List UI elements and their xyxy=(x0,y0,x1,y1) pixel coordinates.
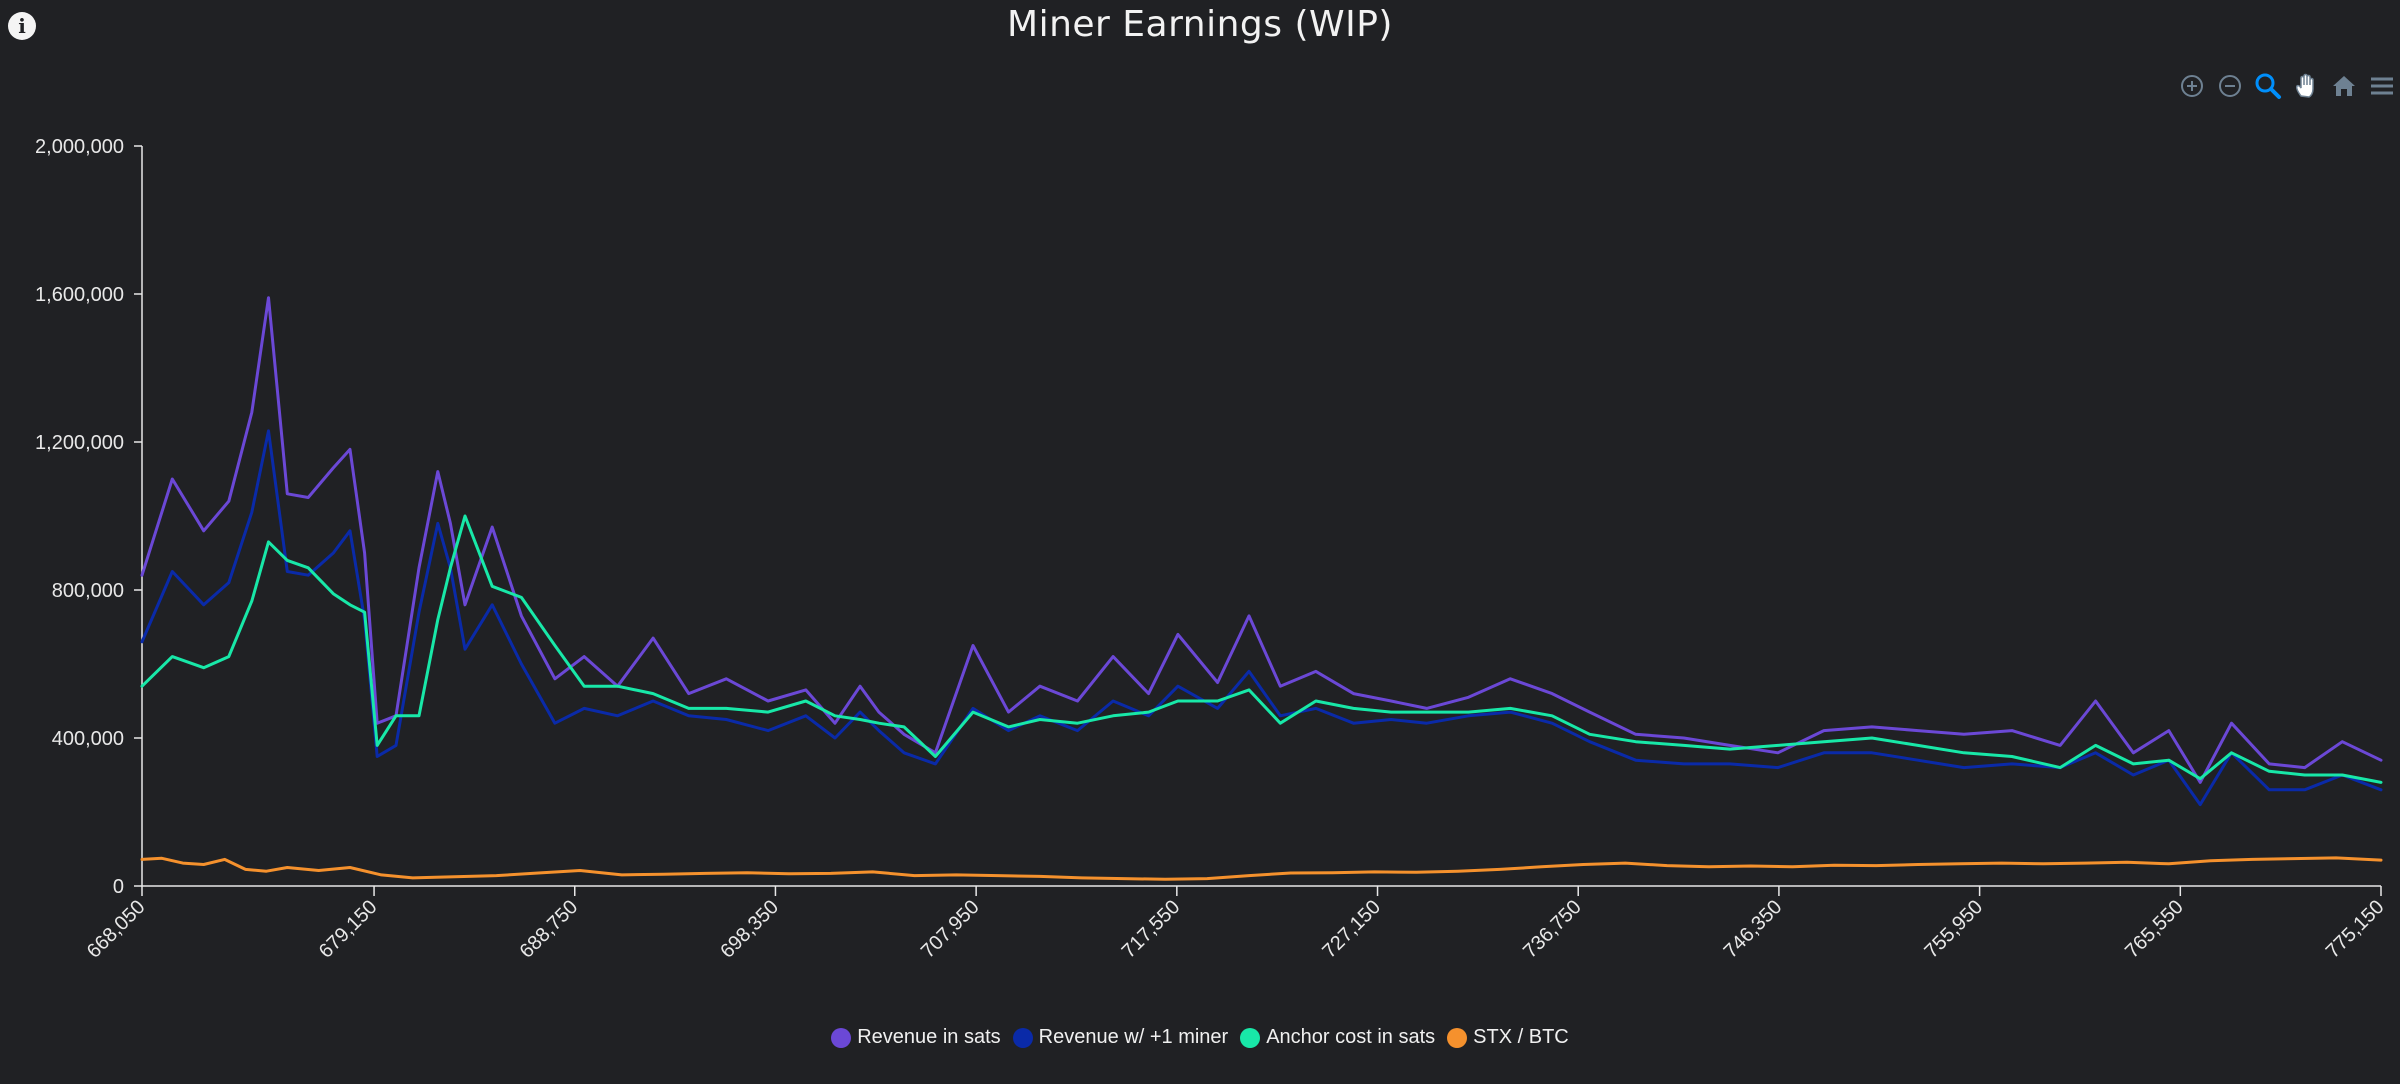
x-tick-label: 668,050 xyxy=(83,896,150,963)
zoom-in-icon xyxy=(2181,75,2203,97)
x-tick-label: 679,150 xyxy=(315,896,382,963)
legend-label-revenue: Revenue in sats xyxy=(857,1026,1001,1048)
pan-hand-icon xyxy=(2296,73,2314,98)
selection-zoom-icon xyxy=(2255,73,2281,99)
x-tick-label: 736,750 xyxy=(1519,896,1586,963)
chart-title: Miner Earnings (WIP) xyxy=(1007,4,1393,45)
line-chart: 0 400,000 800,000 1,200,000 1,600,000 2,000,0… xyxy=(35,136,2389,963)
x-tick-label: 717,550 xyxy=(1118,896,1185,963)
x-tick-label: 765,550 xyxy=(2121,896,2188,963)
legend-item-anchor-cost[interactable]: Anchor cost in sats xyxy=(1240,1026,1435,1049)
x-tick-label: 755,950 xyxy=(1920,896,1987,963)
chart-menu-button[interactable] xyxy=(2364,68,2400,104)
x-tick-label: 746,350 xyxy=(1720,896,1787,963)
legend-marker-revenue xyxy=(831,1027,852,1048)
chart-toolbar xyxy=(2172,68,2400,104)
selection-zoom-button[interactable] xyxy=(2250,68,2286,104)
legend-marker-revenue-plus-one xyxy=(1012,1027,1033,1048)
legend-item-revenue[interactable]: Revenue in sats xyxy=(831,1026,1001,1049)
legend-label-stx-btc: STX / BTC xyxy=(1473,1026,1569,1048)
zoom-out-icon xyxy=(2219,75,2241,97)
series-line-revenue xyxy=(140,296,2383,784)
menu-icon xyxy=(2371,77,2393,95)
pan-button[interactable] xyxy=(2288,68,2324,104)
x-tick-label: 775,150 xyxy=(2322,896,2389,963)
x-axis: 668,050 679,150 688,750 698,350 707,950 717,5… xyxy=(83,885,2389,963)
zoom-in-button[interactable] xyxy=(2174,68,2210,104)
x-tick-label: 707,950 xyxy=(917,896,984,963)
series-line-revenue-plus-one xyxy=(140,429,2383,807)
y-tick-label: 800,000 xyxy=(52,580,124,602)
y-axis: 0 400,000 800,000 1,200,000 1,600,000 2,000,0… xyxy=(35,136,143,898)
y-tick-label: 1,600,000 xyxy=(35,284,124,306)
series-layer xyxy=(140,296,2383,881)
legend-label-anchor-cost: Anchor cost in sats xyxy=(1266,1026,1436,1048)
legend-label-revenue-plus-one: Revenue w/ +1 miner xyxy=(1038,1026,1229,1048)
info-icon-glyph: i xyxy=(18,14,26,38)
x-tick-label: 688,750 xyxy=(516,896,583,963)
x-tick-label: 727,150 xyxy=(1318,896,1385,963)
legend-marker-anchor-cost xyxy=(1240,1027,1261,1048)
zoom-out-button[interactable] xyxy=(2212,68,2248,104)
info-icon[interactable]: i xyxy=(8,12,36,40)
legend-item-revenue-plus-one[interactable]: Revenue w/ +1 miner xyxy=(1012,1026,1229,1049)
series-line-anchor-cost xyxy=(140,514,2383,784)
y-tick-label: 2,000,000 xyxy=(35,136,124,158)
chart-legend: Revenue in sats Revenue w/ +1 miner Anch… xyxy=(0,1026,2400,1049)
y-tick-label: 0 xyxy=(113,876,124,898)
series-line-stx-btc xyxy=(140,856,2383,881)
legend-item-stx-btc[interactable]: STX / BTC xyxy=(1447,1026,1569,1049)
reset-home-icon xyxy=(2333,76,2355,96)
reset-zoom-button[interactable] xyxy=(2326,68,2362,104)
legend-marker-stx-btc xyxy=(1447,1027,1468,1048)
y-tick-label: 400,000 xyxy=(52,728,124,750)
y-tick-label: 1,200,000 xyxy=(35,432,124,454)
x-tick-label: 698,350 xyxy=(716,896,783,963)
